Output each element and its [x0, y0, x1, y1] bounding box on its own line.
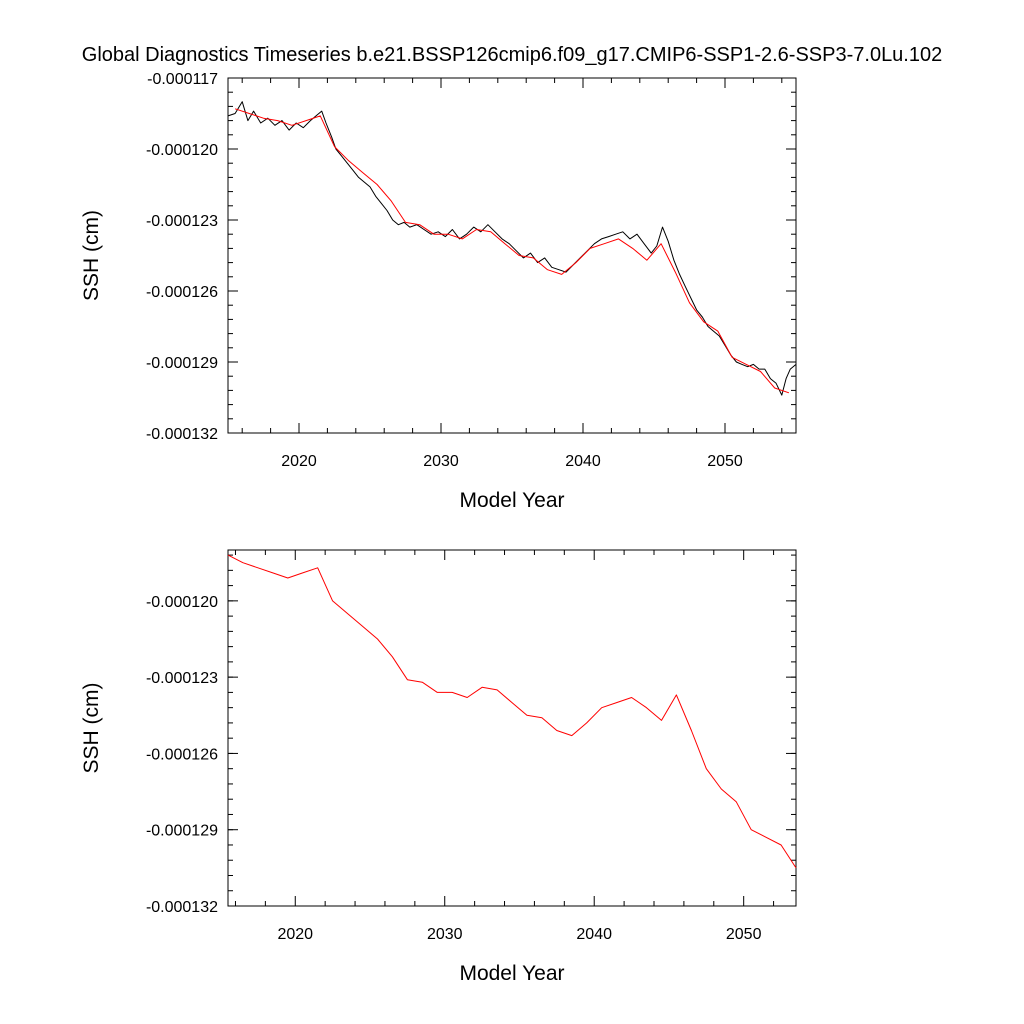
y-tick-label: -0.000120 [146, 142, 218, 159]
y-tick-label: -0.000123 [146, 670, 218, 687]
y-tick-label: -0.000123 [146, 213, 218, 230]
y-tick-label: -0.000132 [146, 426, 218, 443]
y-tick-label: -0.000117 [147, 71, 218, 88]
x-axis-title: Model Year [459, 489, 564, 512]
plot-frame [227, 549, 797, 907]
x-tick-label: 2020 [277, 926, 313, 943]
x-tick-label: 2040 [565, 453, 601, 470]
y-tick-label: -0.000126 [146, 284, 218, 301]
smoothed-series-line [234, 108, 790, 394]
x-tick-label: 2050 [707, 453, 743, 470]
bottom-panel: 2020 2030 2040 2050 -0.000120 -0.000123 -0.000… [80, 549, 797, 985]
plot-frame [227, 77, 797, 434]
x-tick-label: 2030 [423, 453, 459, 470]
x-axis-title: Model Year [459, 962, 564, 985]
smoothed-series-line [227, 554, 797, 869]
y-axis-title: SSH (cm) [80, 210, 103, 301]
x-tick-label: 2050 [726, 926, 762, 943]
x-tick-label: 2020 [281, 453, 317, 470]
y-tick-label: -0.000129 [146, 823, 218, 840]
y-tick-label: -0.000126 [146, 746, 218, 763]
page-title: Global Diagnostics Timeseries b.e21.BSSP… [81, 44, 943, 66]
y-tick-label: -0.000129 [146, 355, 218, 372]
x-tick-label: 2040 [576, 926, 612, 943]
y-tick-label: -0.000132 [146, 899, 218, 916]
y-axis-title: SSH (cm) [80, 683, 103, 774]
y-tick-label: -0.000120 [146, 594, 218, 611]
x-tick-label: 2030 [427, 926, 463, 943]
top-panel: 2020 2030 2040 2050 -0.000117 -0.000120 -0.000… [80, 71, 797, 512]
raw-series-line [227, 101, 797, 396]
